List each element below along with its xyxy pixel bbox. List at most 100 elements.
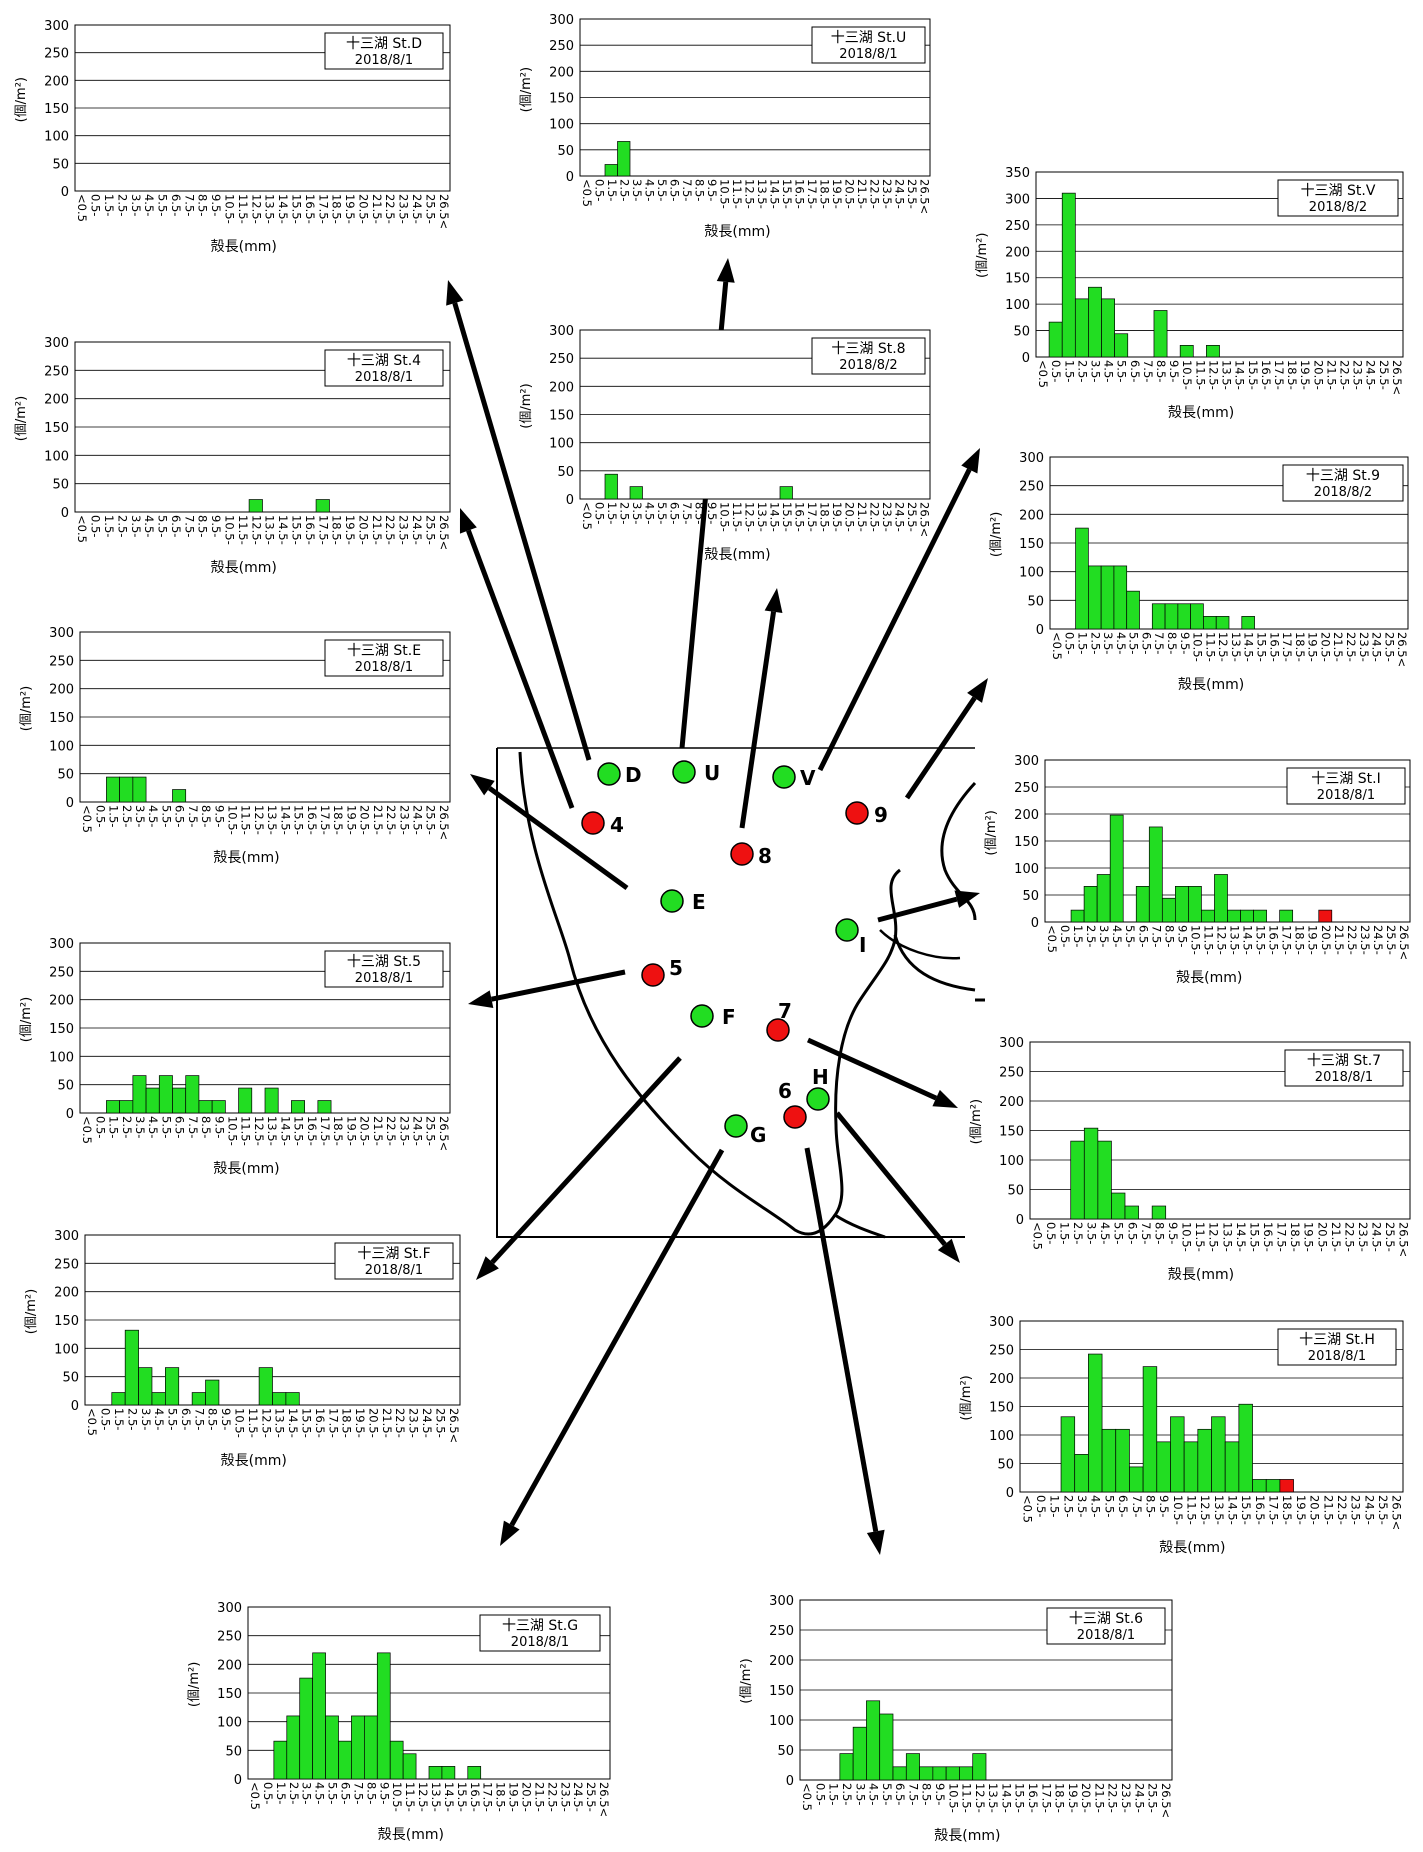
x-tick-label: 3.5-: [1097, 925, 1111, 947]
y-tick-label: 300: [54, 1229, 79, 1244]
x-tick-label: 19.5-: [343, 515, 357, 545]
bar: [315, 499, 330, 513]
y-axis-label: (個/m²): [519, 67, 534, 112]
x-tick-label: 24.5-: [1370, 632, 1384, 662]
x-tick-label: 15.5-: [289, 515, 303, 545]
station-marker-7: [766, 1018, 790, 1042]
shoreline: [518, 751, 901, 1236]
shoreline: [834, 1213, 886, 1239]
x-tick-label: 22.5-: [1344, 632, 1358, 662]
bar: [905, 1753, 920, 1781]
x-tick-label: 3.5-: [133, 1116, 147, 1138]
arrow-head: [446, 280, 464, 306]
x-tick-label: 11.5-: [246, 1408, 260, 1438]
x-tick-label: 6.5-: [667, 179, 681, 201]
x-tick-label: 20.5-: [366, 1408, 380, 1438]
arrow-head: [961, 448, 980, 474]
x-tick-label: 15.5-: [1239, 1495, 1253, 1525]
x-tick-label: 23.5-: [1119, 1783, 1133, 1813]
x-tick-label: 5.5-: [655, 179, 669, 201]
station-marker-V: [772, 765, 796, 789]
x-tick-label: 11.5-: [239, 1116, 253, 1146]
x-tick-label: 19.5-: [1066, 1783, 1080, 1813]
legend-box: [1046, 1607, 1166, 1645]
y-tick-label: 200: [49, 683, 74, 698]
x-tick-label: 9.5-: [219, 1408, 233, 1430]
x-tick-label: 19.5-: [1306, 925, 1320, 955]
x-tick-label: 21.5-: [1324, 360, 1338, 390]
x-tick-label: 2.5-: [120, 805, 134, 827]
y-tick-label: 150: [49, 711, 74, 726]
y-tick-label: 300: [217, 1601, 242, 1616]
y-tick-label: 0: [66, 1107, 74, 1122]
x-tick-label: 22.5-: [1342, 1222, 1356, 1252]
x-tick-label: 9.5-: [1166, 1222, 1180, 1244]
bar: [338, 1740, 352, 1780]
y-tick-label: 250: [989, 1344, 1014, 1359]
bar: [1074, 298, 1089, 358]
x-tick-label: 7.5-: [1130, 1495, 1144, 1517]
x-tick-label: 25.5-: [433, 1408, 447, 1438]
x-tick-label: 3.5-: [1075, 1495, 1089, 1517]
arrow-shaft: [877, 896, 958, 923]
y-tick-label: 100: [44, 130, 69, 145]
x-tick-label: 6.5-: [173, 1116, 187, 1138]
bar: [1109, 814, 1124, 923]
bar: [1074, 1454, 1089, 1493]
y-tick-label: 200: [549, 380, 574, 395]
x-tick-label: 10.5-: [225, 805, 239, 835]
x-tick-label: 19.5-: [507, 1782, 521, 1812]
y-tick-label: 100: [549, 118, 574, 133]
x-tick-label: 6.5-: [1116, 1495, 1130, 1517]
stations: D U V 4 9 8 E I 5 F 7 H6G: [581, 760, 888, 1147]
x-tick-label: 19.5-: [1302, 1222, 1316, 1252]
bar: [866, 1700, 881, 1781]
bar: [111, 1392, 126, 1406]
y-tick-label: 300: [549, 324, 574, 339]
x-tick-label: 3.5-: [853, 1783, 867, 1805]
bar: [1215, 616, 1230, 630]
x-tick-label: 5.5-: [1115, 360, 1129, 382]
x-tick-label: 16.5-: [313, 1408, 327, 1438]
x-tick-label: 1.5-: [605, 179, 619, 201]
x-tick-label: 13.5-: [755, 502, 769, 532]
x-tick-label: 3.5-: [139, 1408, 153, 1430]
y-tick-label: 150: [1019, 537, 1044, 552]
x-tick-label: 25.5-: [1384, 925, 1398, 955]
y-tick-label: 50: [1027, 594, 1044, 609]
x-tick-label: 26.5<: [1159, 1783, 1173, 1818]
bar: [198, 1100, 213, 1114]
bar: [1156, 1441, 1171, 1493]
legend-box: [324, 349, 444, 387]
x-axis-label: 殻長(mm): [934, 1828, 1000, 1844]
histogram-station-7: 0 50 100 150 200 250 300 <0.5 0.5- 1.5- 2.5- 3.5- 4.…: [984, 754, 1411, 986]
bar: [273, 1740, 288, 1780]
bar: [428, 1766, 443, 1780]
x-tick-label: 14.5-: [278, 1116, 292, 1146]
x-tick-label: 26.5<: [1390, 360, 1404, 395]
y-tick-label: 50: [62, 1371, 79, 1386]
x-tick-label: 15.5-: [1246, 360, 1260, 390]
x-tick-label: 17.5-: [316, 194, 330, 224]
x-tick-label: 13.5-: [263, 194, 277, 224]
x-tick-label: 0.5-: [89, 194, 103, 216]
x-tick-label: 19.5-: [830, 179, 844, 209]
x-tick-label: 19.5-: [343, 194, 357, 224]
bar: [945, 1766, 960, 1781]
y-tick-label: 150: [54, 1314, 79, 1329]
x-tick-label: 17.5-: [326, 1408, 340, 1438]
bar: [364, 1715, 378, 1780]
y-tick-label: 50: [57, 1079, 74, 1094]
y-tick-label: 150: [44, 102, 69, 117]
histogram-station-12: 0 50 100 150 200 250 300 <0.50.5-1.5-2.5-3.5-4.…: [187, 1601, 611, 1843]
x-tick-label: 2.5-: [1071, 1222, 1085, 1244]
bar: [1101, 298, 1115, 358]
bar: [892, 1766, 907, 1781]
x-tick-label: 8.5-: [364, 1782, 378, 1804]
y-tick-label: 150: [769, 1684, 794, 1699]
x-axis-label: 殻長(mm): [1178, 677, 1244, 693]
chart-date: 2018/8/1: [1317, 788, 1375, 803]
x-tick-label: 9.5-: [1167, 360, 1181, 382]
legend-box: [324, 32, 444, 70]
